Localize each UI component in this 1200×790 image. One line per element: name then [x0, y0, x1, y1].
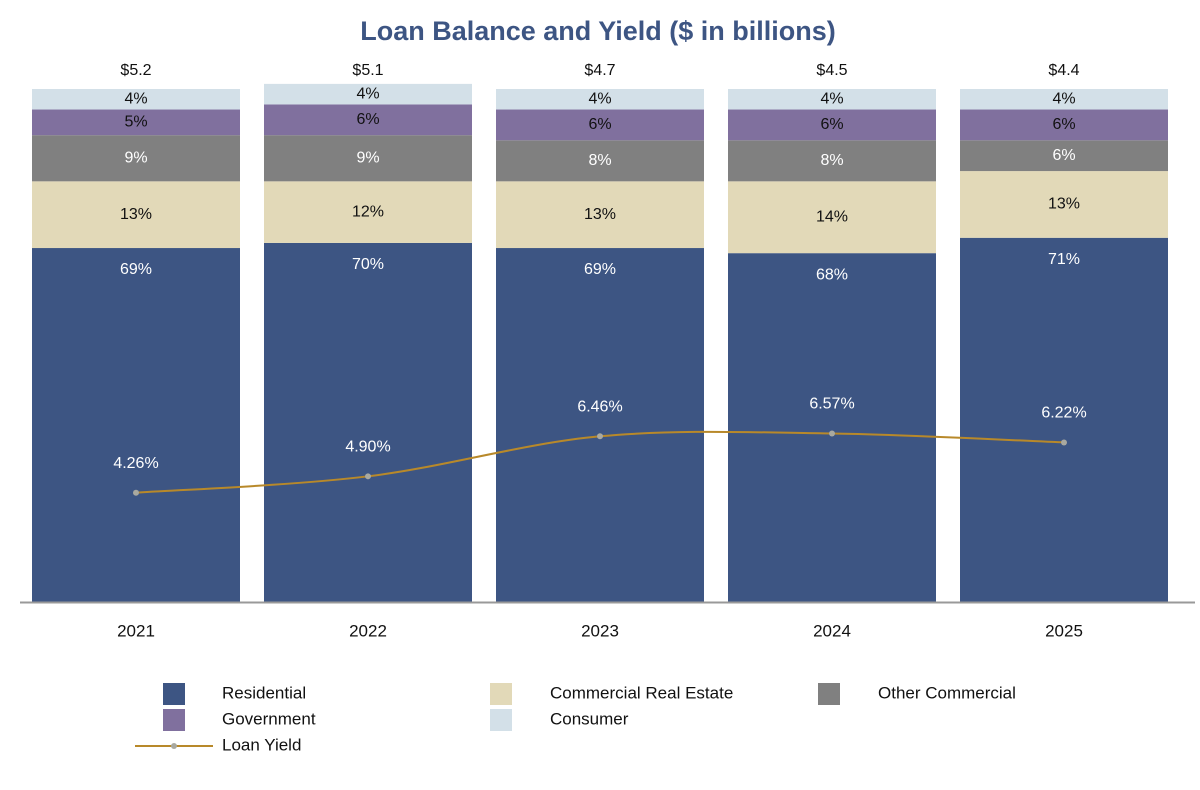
data-label: 69% [584, 261, 616, 278]
total-label: $5.1 [352, 62, 383, 79]
legend-point [171, 743, 177, 749]
data-label: 6% [820, 116, 843, 133]
data-label: 13% [120, 206, 152, 223]
bar-segment [960, 171, 1168, 238]
yield-point [597, 433, 603, 440]
data-label: 4% [820, 90, 843, 107]
bar-segment [32, 181, 240, 249]
legend-swatch [490, 709, 512, 731]
legend-label: Commercial Real Estate [550, 683, 733, 702]
bar-segment [32, 89, 240, 110]
bar-segment [728, 253, 936, 602]
x-tick-label: 2022 [349, 621, 387, 640]
bar-segment [32, 135, 240, 182]
bar-segment [960, 109, 1168, 141]
total-label: $4.5 [816, 62, 847, 79]
chart-title: Loan Balance and Yield ($ in billions) [360, 16, 836, 46]
bar-segment [32, 109, 240, 136]
x-tick-label: 2021 [117, 621, 155, 640]
yield-point [829, 430, 835, 437]
legend-swatch [818, 683, 840, 705]
bar-segment [32, 248, 240, 602]
data-label: 9% [356, 149, 379, 166]
data-label: 4% [356, 85, 379, 102]
total-label: $4.4 [1048, 62, 1079, 79]
data-label: 6% [356, 111, 379, 128]
bar-segment [264, 104, 472, 136]
data-label: 69% [120, 261, 152, 278]
bar-segment [960, 89, 1168, 110]
legend-label: Consumer [550, 709, 629, 728]
yield-label: 6.46% [577, 399, 622, 416]
yield-label: 4.26% [113, 455, 158, 472]
yield-label: 6.57% [809, 396, 854, 413]
data-label: 12% [352, 203, 384, 220]
data-label: 13% [1048, 196, 1080, 213]
bar-segment [496, 109, 704, 141]
total-label: $4.7 [584, 62, 615, 79]
bar-segment [496, 248, 704, 602]
data-label: 8% [588, 152, 611, 169]
legend-label: Residential [222, 683, 306, 702]
bar-segment [728, 140, 936, 182]
bar-segment [728, 89, 936, 110]
yield-point [133, 489, 139, 496]
data-label: 70% [352, 256, 384, 273]
yield-label: 4.90% [345, 439, 390, 456]
legend-label: Other Commercial [878, 683, 1016, 702]
data-label: 68% [816, 266, 848, 283]
yield-point [365, 473, 371, 480]
bar-segment [264, 242, 472, 602]
bar-segment [264, 181, 472, 243]
bar-segment [728, 109, 936, 141]
bar-segment [496, 140, 704, 182]
x-tick-label: 2025 [1045, 621, 1083, 640]
data-label: 4% [124, 90, 147, 107]
bar-segment [960, 140, 1168, 172]
legend-swatch [490, 683, 512, 705]
data-label: 6% [1052, 116, 1075, 133]
data-label: 6% [588, 116, 611, 133]
yield-point [1061, 439, 1067, 446]
x-tick-label: 2024 [813, 621, 851, 640]
bar-segment [496, 181, 704, 249]
bar-segment [960, 237, 1168, 602]
x-tick-label: 2023 [581, 621, 619, 640]
legend-swatch [163, 709, 185, 731]
bar-segment [264, 135, 472, 182]
data-label: 13% [584, 206, 616, 223]
data-label: 9% [124, 149, 147, 166]
legend-label: Loan Yield [222, 735, 301, 754]
data-label: 4% [1052, 90, 1075, 107]
data-label: 4% [588, 90, 611, 107]
yield-label: 6.22% [1041, 405, 1086, 422]
legend-label: Government [222, 709, 316, 728]
bar-segment [264, 83, 472, 105]
bar-segment [728, 181, 936, 254]
data-label: 5% [124, 114, 147, 131]
data-label: 14% [816, 208, 848, 225]
data-label: 8% [820, 152, 843, 169]
bar-segment [496, 89, 704, 110]
data-label: 71% [1048, 251, 1080, 268]
data-label: 6% [1052, 147, 1075, 164]
legend-swatch [163, 683, 185, 705]
total-label: $5.2 [120, 62, 151, 79]
